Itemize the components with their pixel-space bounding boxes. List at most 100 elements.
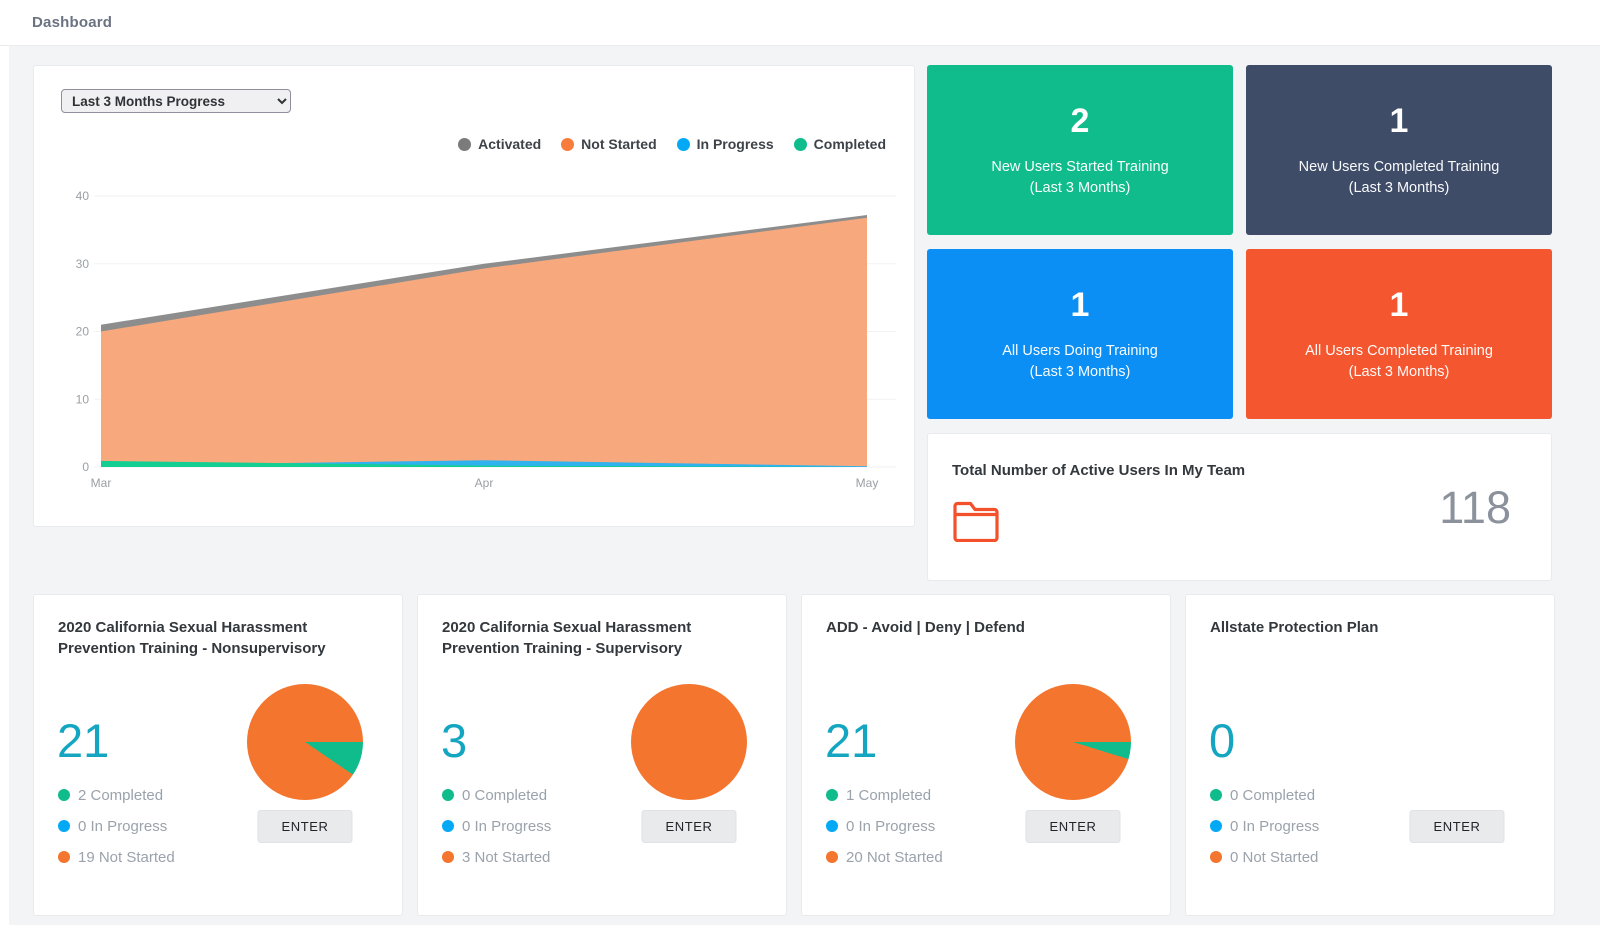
- svg-text:40: 40: [76, 189, 90, 203]
- legend-label: In Progress: [696, 136, 774, 152]
- training-pie-chart: [1015, 684, 1131, 800]
- training-status-legend: 0 Completed 0 In Progress 3 Not Started: [442, 784, 551, 877]
- in-progress-dot-icon: [58, 820, 70, 832]
- svg-text:May: May: [856, 476, 879, 490]
- stat-card: 1 All Users Completed Training (Last 3 Mon…: [1246, 249, 1552, 419]
- in-progress-status-row: 0 In Progress: [58, 815, 175, 837]
- training-pie-chart: [631, 684, 747, 800]
- completed-status-row: 1 Completed: [826, 784, 943, 806]
- training-card: Allstate Protection Plan 0 0 Completed 0…: [1185, 594, 1555, 916]
- folder-icon: [953, 501, 999, 542]
- enter-button[interactable]: ENTER: [1409, 810, 1505, 843]
- legend-dot-icon: [793, 137, 807, 151]
- progress-area-chart: 0 10 20 30 40 Mar Apr May: [76, 189, 896, 490]
- not-started-status-label: 20 Not Started: [846, 848, 943, 866]
- stat-sublabel: (Last 3 Months): [1029, 363, 1131, 380]
- training-status-legend: 2 Completed 0 In Progress 19 Not Started: [58, 784, 175, 877]
- in-progress-status-row: 0 In Progress: [826, 815, 943, 837]
- training-cards-row: 2020 California Sexual Harassment Preven…: [33, 594, 1555, 916]
- left-edge-strip: [0, 46, 9, 925]
- not-started-status-label: 0 Not Started: [1230, 848, 1319, 866]
- not-started-dot-icon: [826, 851, 838, 863]
- training-status-legend: 1 Completed 0 In Progress 20 Not Started: [826, 784, 943, 877]
- svg-text:10: 10: [76, 392, 90, 406]
- completed-dot-icon: [58, 789, 70, 801]
- legend-dot-icon: [561, 137, 575, 151]
- completed-status-label: 1 Completed: [846, 786, 932, 804]
- progress-period-select[interactable]: Last 3 Months Progress: [61, 89, 291, 113]
- completed-status-label: 0 Completed: [462, 786, 548, 804]
- completed-dot-icon: [826, 789, 838, 801]
- not-started-dot-icon: [58, 851, 70, 863]
- svg-text:Mar: Mar: [91, 476, 112, 490]
- training-enrolled-count: 3: [441, 714, 468, 767]
- completed-status-label: 2 Completed: [78, 786, 164, 804]
- in-progress-dot-icon: [826, 820, 838, 832]
- stats-grid: 2 New Users Started Training (Last 3 Month…: [927, 65, 1553, 419]
- completed-dot-icon: [1210, 789, 1222, 801]
- stat-label: All Users Completed Training: [1305, 342, 1493, 359]
- not-started-status-row: 0 Not Started: [1210, 846, 1319, 868]
- stat-sublabel: (Last 3 Months): [1348, 179, 1450, 196]
- legend-item[interactable]: Activated: [458, 136, 541, 152]
- completed-status-row: 0 Completed: [1210, 784, 1319, 806]
- completed-status-row: 0 Completed: [442, 784, 551, 806]
- completed-status-label: 0 Completed: [1230, 786, 1316, 804]
- training-title: 2020 California Sexual Harassment Preven…: [58, 619, 326, 657]
- stat-label: All Users Doing Training: [1002, 342, 1158, 359]
- not-started-status-label: 3 Not Started: [462, 848, 551, 866]
- in-progress-status-label: 0 In Progress: [462, 817, 552, 835]
- training-title: Allstate Protection Plan: [1210, 619, 1379, 636]
- training-enrolled-count: 21: [57, 714, 110, 767]
- enter-button[interactable]: ENTER: [257, 810, 353, 843]
- team-total-count: 118: [1439, 482, 1511, 533]
- stat-sublabel: (Last 3 Months): [1029, 179, 1131, 196]
- in-progress-dot-icon: [442, 820, 454, 832]
- svg-text:0: 0: [82, 460, 89, 474]
- chart-legend: Activated Not Started In Progress Completed: [458, 136, 886, 152]
- training-enrolled-count: 21: [825, 714, 878, 767]
- training-status-legend: 0 Completed 0 In Progress 0 Not Started: [1210, 784, 1319, 877]
- in-progress-status-row: 0 In Progress: [442, 815, 551, 837]
- training-card: 2020 California Sexual Harassment Preven…: [33, 594, 403, 916]
- legend-dot-icon: [458, 137, 472, 151]
- training-card: ADD - Avoid | Deny | Defend 21 1 Complet…: [801, 594, 1171, 916]
- svg-text:30: 30: [76, 257, 90, 271]
- not-started-status-label: 19 Not Started: [78, 848, 175, 866]
- training-title: ADD - Avoid | Deny | Defend: [826, 619, 1025, 636]
- legend-item[interactable]: Completed: [793, 136, 886, 152]
- not-started-status-row: 20 Not Started: [826, 846, 943, 868]
- not-started-status-row: 19 Not Started: [58, 846, 175, 868]
- legend-dot-icon: [676, 137, 690, 151]
- completed-dot-icon: [442, 789, 454, 801]
- stat-value: 1: [1389, 101, 1409, 140]
- team-total-title: Total Number of Active Users In My Team: [952, 462, 1246, 479]
- svg-text:Apr: Apr: [475, 476, 494, 490]
- stat-value: 1: [1389, 285, 1409, 324]
- team-total-card: Total Number of Active Users In My Team …: [927, 433, 1552, 581]
- not-started-status-row: 3 Not Started: [442, 846, 551, 868]
- in-progress-dot-icon: [1210, 820, 1222, 832]
- stat-sublabel: (Last 3 Months): [1348, 363, 1450, 380]
- stat-card: 1 New Users Completed Training (Last 3 Mon…: [1246, 65, 1552, 235]
- legend-item[interactable]: Not Started: [561, 136, 657, 152]
- stat-label: New Users Completed Training: [1298, 158, 1500, 175]
- page-title: Dashboard: [32, 14, 113, 31]
- training-enrolled-count: 0: [1209, 714, 1236, 767]
- enter-button[interactable]: ENTER: [641, 810, 737, 843]
- in-progress-status-label: 0 In Progress: [78, 817, 168, 835]
- stat-label: New Users Started Training: [991, 158, 1169, 175]
- legend-label: Completed: [813, 136, 886, 152]
- in-progress-status-label: 0 In Progress: [1230, 817, 1320, 835]
- enter-button[interactable]: ENTER: [1025, 810, 1121, 843]
- stat-value: 2: [1070, 101, 1090, 140]
- in-progress-status-row: 0 In Progress: [1210, 815, 1319, 837]
- stat-card: 1 All Users Doing Training (Last 3 Months): [927, 249, 1233, 419]
- stat-value: 1: [1070, 285, 1090, 324]
- not-started-dot-icon: [442, 851, 454, 863]
- legend-item[interactable]: In Progress: [676, 136, 774, 152]
- training-pie-chart: [247, 684, 363, 800]
- in-progress-status-label: 0 In Progress: [846, 817, 936, 835]
- completed-status-row: 2 Completed: [58, 784, 175, 806]
- top-header-bar: Dashboard: [0, 0, 1600, 46]
